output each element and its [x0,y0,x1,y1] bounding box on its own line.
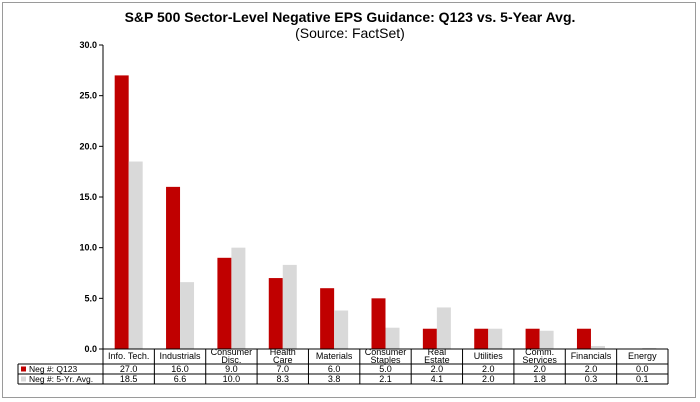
bar [436,307,451,349]
category-label: Energy [628,351,657,361]
data-cell: 0.3 [585,374,598,384]
bar [642,347,657,349]
y-tick-label: 25.0 [79,91,97,101]
data-cell: 6.6 [174,374,187,384]
data-cell: 2.0 [533,364,546,374]
category-label-line: Real [428,347,447,357]
data-cell: 3.8 [328,374,341,384]
data-cell: 1.8 [533,374,546,384]
category-label: Info. Tech. [108,351,149,361]
bar [217,257,232,349]
data-cell: 6.0 [328,364,341,374]
data-cell: 2.1 [379,374,392,384]
data-cell: 10.0 [223,374,241,384]
bar [180,282,195,349]
y-tick-label: 10.0 [79,243,97,253]
legend-swatch [21,366,26,372]
data-cell: 5.0 [379,364,392,374]
category-label-line: Estate [424,355,450,365]
bar [320,288,335,349]
category-label: Utilities [474,351,504,361]
bar [371,298,386,349]
category-label-line: Health [270,347,296,357]
category-label-line: Materials [316,351,353,361]
category-label-line: Utilities [474,351,504,361]
category-label: Comm. Services [522,347,557,365]
category-label-line: Consumer [211,347,253,357]
bar [525,328,540,349]
plot-area: 0.0 5.0 10.0 15.0 20.0 25.0 30.0 Info. Tech. Ind… [17,40,669,385]
data-cell: 2.0 [431,364,444,374]
data-cell: 16.0 [171,364,189,374]
y-tick-label: 30.0 [79,40,97,50]
data-cell: 18.5 [120,374,138,384]
data-cell: 2.0 [482,374,495,384]
category-label: Industrials [160,351,202,361]
category-label: Real Estate [424,347,450,365]
y-tick-label: 5.0 [84,293,97,303]
category-label-line: Energy [628,351,657,361]
category-label-line: Services [522,355,557,365]
data-cell: 27.0 [120,364,138,374]
bar [268,278,283,349]
category-label: Health Care [270,347,296,365]
data-cell: 2.0 [585,364,598,374]
bar [422,328,437,349]
bar [334,310,349,349]
category-label-line: Info. Tech. [108,351,149,361]
bar [282,264,297,349]
data-cell: 9.0 [225,364,238,374]
data-cell: 0.0 [636,364,649,374]
category-label-line: Consumer [365,347,407,357]
legend-label: Neg #: Q123 [29,364,77,374]
bar [128,161,143,349]
category-label: Materials [316,351,353,361]
category-label-line: Staples [370,355,401,365]
category-label-line: Care [273,355,293,365]
y-tick-label: 15.0 [79,192,97,202]
category-label-line: Disc. [221,355,241,365]
category-label-line: Financials [571,351,612,361]
bar [166,186,181,349]
data-cell: 7.0 [277,364,290,374]
data-cell: 8.3 [277,374,290,384]
data-cell: 4.1 [431,374,444,384]
category-label: Consumer Disc. [211,347,253,365]
y-tick-label: 0.0 [84,344,97,354]
chart-subtitle: (Source: FactSet) [295,25,405,41]
bar [231,247,246,349]
bar [488,328,503,349]
data-cell: 0.1 [636,374,649,384]
bar [576,328,591,349]
category-label-line: Industrials [160,351,202,361]
legend-label: Neg #: 5-Yr. Avg. [29,374,93,384]
bar [539,330,554,349]
chart-title: S&P 500 Sector-Level Negative EPS Guidan… [125,9,576,25]
bar [385,327,400,349]
bar [114,75,129,350]
data-cell: 2.0 [482,364,495,374]
y-tick-label: 20.0 [79,141,97,151]
category-label-line: Comm. [525,347,554,357]
bar [590,345,605,349]
category-label: Consumer Staples [365,347,407,365]
legend-swatch [21,376,26,382]
bar [474,328,489,349]
category-label: Financials [571,351,612,361]
